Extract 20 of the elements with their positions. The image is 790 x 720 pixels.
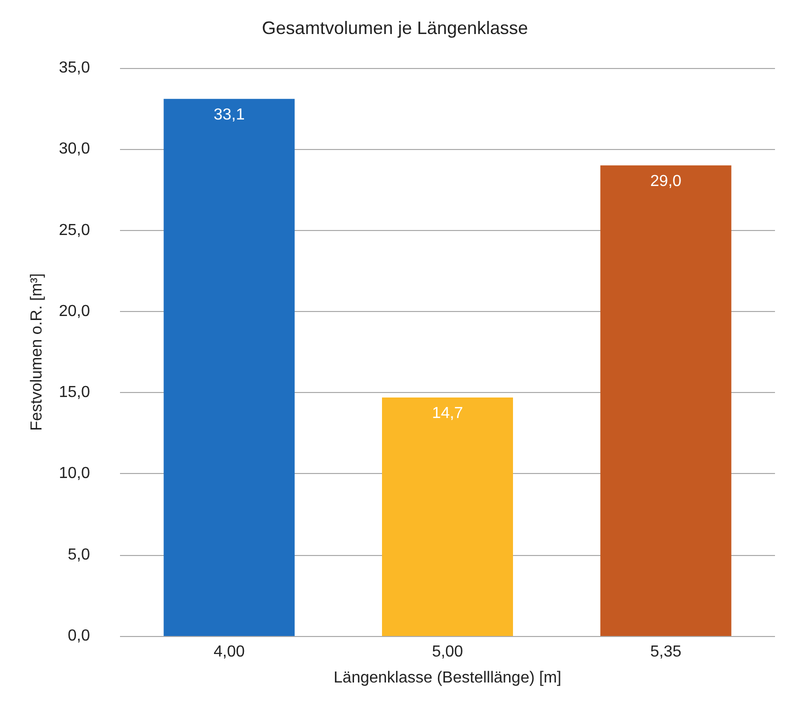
y-axis-title: Festvolumen o.R. [m³] [28,273,46,431]
x-tick-label: 4,00 [214,644,245,660]
y-tick-label: 10,0 [58,465,90,482]
y-tick-label: 5,0 [68,546,90,564]
x-tick-label: 5,00 [432,644,464,660]
x-tick-label: 5,35 [650,644,682,660]
y-tick-label: 15,0 [58,384,90,402]
bar [164,98,295,636]
data-label: 29,0 [650,172,682,190]
y-tick-label: 20,0 [58,302,90,320]
bar [600,165,732,636]
chart-title: Gesamtvolumen je Längenklasse [262,18,528,38]
data-label: 14,7 [432,404,464,422]
bar [382,397,513,636]
y-tick-label: 30,0 [58,140,90,158]
y-tick-label: 0,0 [68,628,90,644]
y-tick-label: 25,0 [58,222,90,239]
data-label: 33,1 [214,106,245,124]
x-axis-title: Längenklasse (Bestelllänge) [m] [334,670,562,686]
y-tick-label: 35,0 [58,60,90,76]
